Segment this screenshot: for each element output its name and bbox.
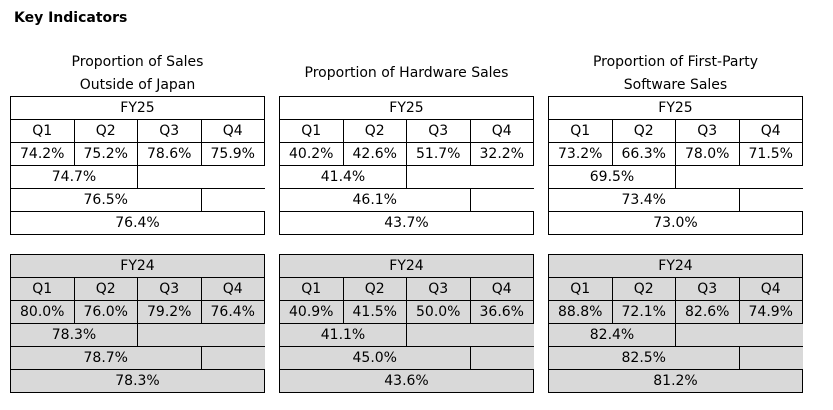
q1-q3-value: 78.7% — [10, 346, 202, 370]
fiscal-year-label: FY24 — [10, 254, 265, 278]
empty-cell — [406, 323, 534, 347]
fy25-table: FY25 Q1 Q2 Q3 Q4 74.2% 75.2% 78.6% 75.9%… — [10, 96, 265, 235]
empty-cell — [738, 346, 803, 370]
quarter-header: Q4 — [469, 277, 534, 301]
h1-value: 78.3% — [10, 323, 138, 347]
quarter-value: 88.8% — [548, 300, 613, 324]
quarter-value: 78.6% — [137, 142, 202, 166]
quarter-header: Q2 — [342, 277, 407, 301]
h1-value: 41.4% — [279, 165, 407, 189]
quarter-header: Q4 — [200, 277, 265, 301]
fy24-table: FY24 Q1 Q2 Q3 Q4 80.0% 76.0% 79.2% 76.4%… — [10, 254, 265, 393]
empty-cell — [675, 323, 803, 347]
h1-value: 82.4% — [548, 323, 676, 347]
quarter-header: Q3 — [137, 277, 202, 301]
quarter-header: Q3 — [406, 119, 471, 143]
quarter-value: 76.4% — [200, 300, 265, 324]
full-year-value: 81.2% — [548, 369, 803, 393]
empty-cell — [675, 165, 803, 189]
quarter-header: Q2 — [342, 119, 407, 143]
quarter-value: 78.0% — [675, 142, 740, 166]
quarter-value: 80.0% — [10, 300, 75, 324]
quarter-value: 75.2% — [73, 142, 138, 166]
quarter-value: 36.6% — [469, 300, 534, 324]
quarter-header: Q2 — [73, 277, 138, 301]
quarter-header: Q4 — [738, 119, 803, 143]
quarter-value: 72.1% — [611, 300, 676, 324]
quarter-value: 75.9% — [200, 142, 265, 166]
empty-cell — [738, 188, 803, 212]
fiscal-year-label: FY25 — [10, 96, 265, 120]
quarter-value: 40.9% — [279, 300, 344, 324]
quarter-value: 51.7% — [406, 142, 471, 166]
quarter-header: Q1 — [548, 277, 613, 301]
quarter-header: Q1 — [279, 119, 344, 143]
fy25-table: FY25 Q1 Q2 Q3 Q4 40.2% 42.6% 51.7% 32.2%… — [279, 96, 534, 235]
quarter-value: 79.2% — [137, 300, 202, 324]
panel-title-line-1: Proportion of Hardware Sales — [304, 65, 509, 81]
full-year-value: 43.6% — [279, 369, 534, 393]
fy24-table: FY24 Q1 Q2 Q3 Q4 40.9% 41.5% 50.0% 36.6%… — [279, 254, 534, 393]
quarter-value: 74.9% — [738, 300, 803, 324]
empty-cell — [200, 346, 265, 370]
q1-q3-value: 46.1% — [279, 188, 471, 212]
empty-cell — [469, 188, 534, 212]
h1-value: 74.7% — [10, 165, 138, 189]
quarter-header: Q2 — [73, 119, 138, 143]
fy24-table: FY24 Q1 Q2 Q3 Q4 88.8% 72.1% 82.6% 74.9%… — [548, 254, 803, 393]
empty-cell — [406, 165, 534, 189]
q1-q3-value: 45.0% — [279, 346, 471, 370]
quarter-value: 42.6% — [342, 142, 407, 166]
quarter-value: 71.5% — [738, 142, 803, 166]
quarter-value: 66.3% — [611, 142, 676, 166]
q1-q3-value: 82.5% — [548, 346, 740, 370]
panel-title-line-1: Proportion of Sales — [71, 54, 204, 70]
full-year-value: 78.3% — [10, 369, 265, 393]
quarter-value: 41.5% — [342, 300, 407, 324]
q1-q3-value: 73.4% — [548, 188, 740, 212]
empty-cell — [200, 188, 265, 212]
fiscal-year-label: FY25 — [548, 96, 803, 120]
quarter-header: Q2 — [611, 277, 676, 301]
quarter-value: 76.0% — [73, 300, 138, 324]
panel-title-line-2: Outside of Japan — [79, 77, 196, 93]
quarter-header: Q3 — [675, 119, 740, 143]
fy25-table: FY25 Q1 Q2 Q3 Q4 73.2% 66.3% 78.0% 71.5%… — [548, 96, 803, 235]
quarter-value: 82.6% — [675, 300, 740, 324]
page-title: Key Indicators — [14, 10, 128, 26]
empty-cell — [137, 323, 265, 347]
quarter-header: Q1 — [548, 119, 613, 143]
quarter-header: Q4 — [738, 277, 803, 301]
quarter-value: 50.0% — [406, 300, 471, 324]
fiscal-year-label: FY24 — [548, 254, 803, 278]
q1-q3-value: 76.5% — [10, 188, 202, 212]
empty-cell — [137, 165, 265, 189]
panel-title-line-1: Proportion of First-Party — [592, 54, 759, 70]
full-year-value: 73.0% — [548, 211, 803, 235]
quarter-header: Q1 — [10, 119, 75, 143]
quarter-header: Q4 — [469, 119, 534, 143]
h1-value: 41.1% — [279, 323, 407, 347]
empty-cell — [469, 346, 534, 370]
quarter-value: 73.2% — [548, 142, 613, 166]
fiscal-year-label: FY25 — [279, 96, 534, 120]
h1-value: 69.5% — [548, 165, 676, 189]
full-year-value: 76.4% — [10, 211, 265, 235]
quarter-header: Q3 — [137, 119, 202, 143]
quarter-header: Q4 — [200, 119, 265, 143]
quarter-header: Q1 — [279, 277, 344, 301]
quarter-value: 32.2% — [469, 142, 534, 166]
quarter-header: Q3 — [406, 277, 471, 301]
quarter-header: Q1 — [10, 277, 75, 301]
quarter-header: Q2 — [611, 119, 676, 143]
quarter-value: 74.2% — [10, 142, 75, 166]
full-year-value: 43.7% — [279, 211, 534, 235]
quarter-value: 40.2% — [279, 142, 344, 166]
panel-title-line-2: Software Sales — [623, 77, 728, 93]
fiscal-year-label: FY24 — [279, 254, 534, 278]
quarter-header: Q3 — [675, 277, 740, 301]
